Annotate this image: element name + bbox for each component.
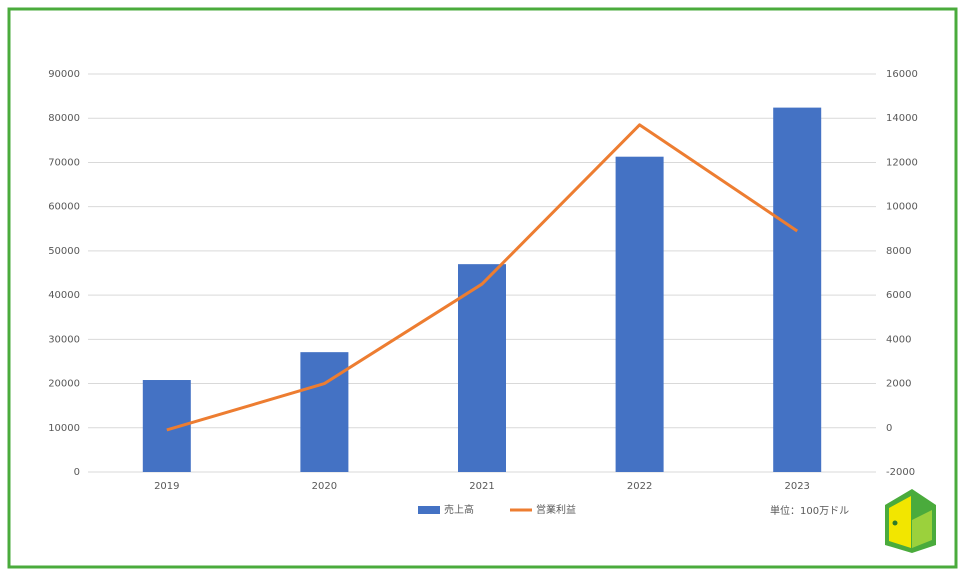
y2-tick-label: 2000: [886, 379, 911, 390]
y2-tick-label: 0: [886, 423, 892, 434]
bar: [773, 107, 822, 472]
x-tick-label: 2021: [469, 481, 494, 492]
bar: [615, 156, 664, 472]
y2-tick-label: 10000: [886, 202, 918, 213]
y-tick-label: 20000: [48, 379, 80, 390]
y-tick-label: 60000: [48, 202, 80, 213]
logo: [885, 489, 936, 553]
x-tick-label: 2022: [627, 481, 652, 492]
y2-tick-label: 4000: [886, 334, 911, 345]
legend-swatch: [418, 506, 440, 514]
y-tick-label: 10000: [48, 423, 80, 434]
legend-label: 売上高: [444, 503, 474, 516]
y2-tick-label: 8000: [886, 246, 911, 257]
bar: [300, 352, 349, 472]
y2-tick-label: 14000: [886, 113, 918, 124]
y2-tick-label: 12000: [886, 157, 918, 168]
y-tick-label: 90000: [48, 69, 80, 80]
y-tick-label: 70000: [48, 157, 80, 168]
annotation: 単位：100万ドル: [770, 504, 849, 517]
y-tick-label: 50000: [48, 246, 80, 257]
x-tick-label: 2023: [784, 481, 809, 492]
y-tick-label: 30000: [48, 334, 80, 345]
bar: [458, 264, 506, 472]
y-tick-label: 80000: [48, 113, 80, 124]
y-tick-label: 40000: [48, 290, 80, 301]
x-tick-label: 2019: [154, 481, 179, 492]
y2-tick-label: 6000: [886, 290, 911, 301]
legend-label: 営業利益: [536, 503, 576, 516]
x-tick-label: 2020: [312, 481, 337, 492]
y2-tick-label: 16000: [886, 69, 918, 80]
y-tick-label: 0: [74, 467, 80, 478]
y2-tick-label: -2000: [886, 467, 915, 478]
line: [166, 123, 799, 432]
